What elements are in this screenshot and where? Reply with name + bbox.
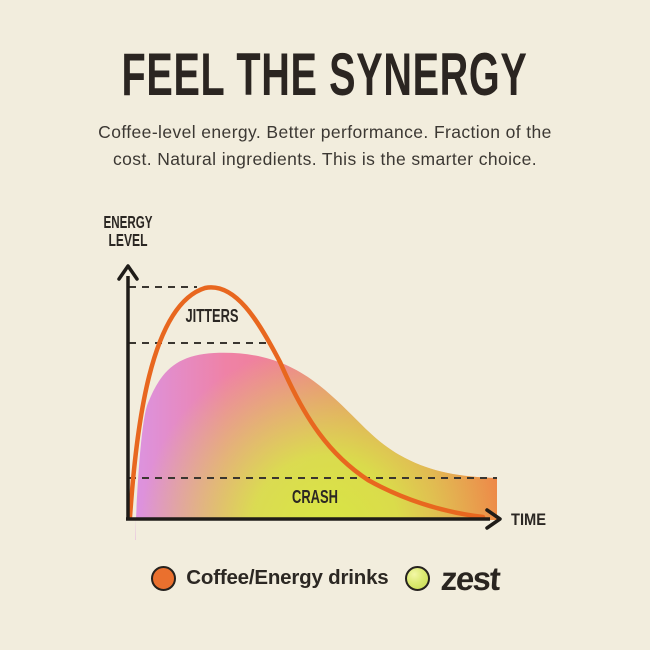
- y-axis-arrow-icon: [117, 264, 139, 281]
- zest-legend-dot-icon: [404, 565, 430, 591]
- zest-area-lime-overlay: [134, 352, 497, 578]
- annotation-crash: CRASH: [292, 487, 338, 507]
- annotation-jitters: JITTERS: [186, 306, 239, 326]
- zest-logo: zest: [439, 559, 500, 597]
- page-title: FEEL THE SYNERGY: [0, 0, 650, 108]
- coffee-legend-dot-icon: [151, 565, 177, 591]
- x-axis-label: TIME: [511, 511, 546, 529]
- y-axis-label-line2: LEVEL: [109, 230, 148, 250]
- coffee-curve: [127, 285, 486, 520]
- legend: Coffee/Energy drinks zest: [0, 559, 650, 597]
- coffee-legend-label: Coffee/Energy drinks: [186, 566, 389, 589]
- header: FEEL THE SYNERGY Coffee-level energy. Be…: [0, 0, 650, 173]
- energy-chart: ENERGY LEVEL TIME JITTERS CRASH: [0, 200, 650, 578]
- page-title-text: FEEL THE SYNERGY: [122, 41, 528, 108]
- subtitle: Coffee-level energy. Better performance.…: [45, 119, 605, 173]
- y-axis-label-line1: ENERGY: [104, 212, 153, 232]
- x-axis-arrow-icon: [485, 508, 502, 530]
- subtitle-line-1: Coffee-level energy. Better performance.…: [98, 122, 552, 142]
- subtitle-line-2: cost. Natural ingredients. This is the s…: [113, 149, 537, 170]
- energy-chart-svg: ENERGY LEVEL TIME JITTERS CRASH: [104, 212, 546, 578]
